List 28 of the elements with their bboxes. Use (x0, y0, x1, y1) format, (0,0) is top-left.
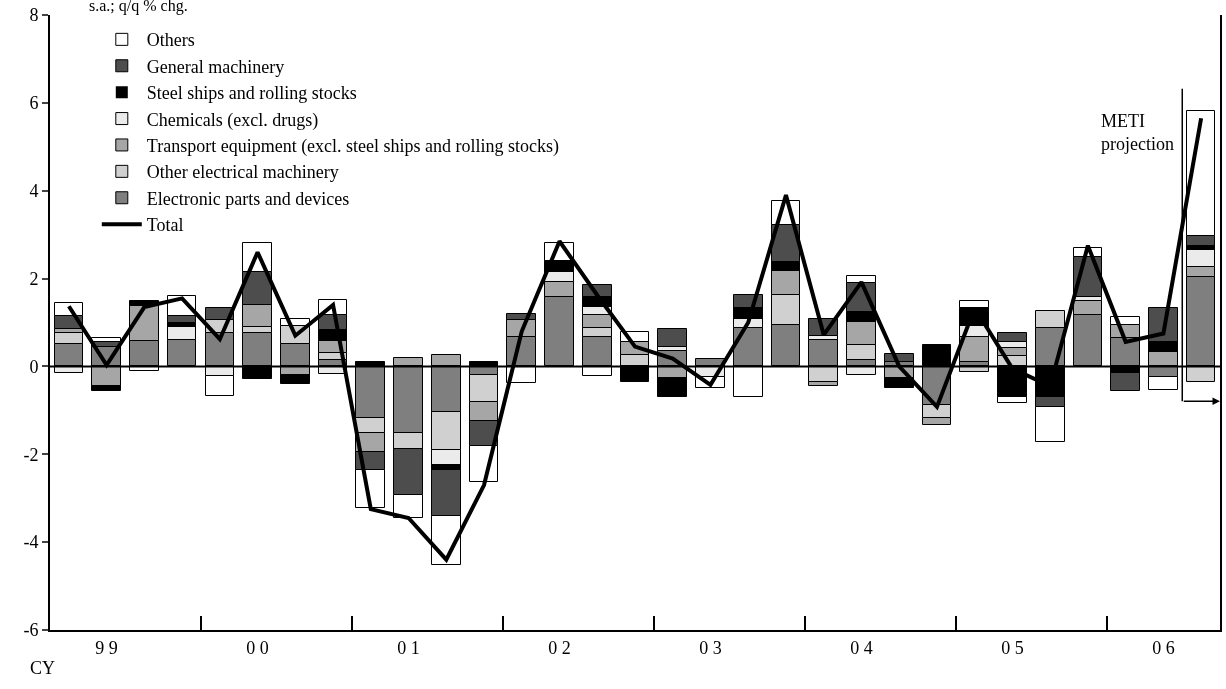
y-tick-label: -6 (23, 620, 39, 641)
legend-label: Electronic parts and devices (146, 188, 350, 209)
y-tick-label: -4 (23, 532, 39, 553)
legend-label: Other electrical machinery (146, 162, 339, 183)
legend-label: Chemicals (excl. drugs) (146, 109, 319, 131)
bar (657, 328, 687, 347)
x-axis-title: CY (30, 658, 56, 678)
annotation: METI projection (1101, 111, 1174, 155)
x-tick-label: 0 1 (397, 637, 420, 658)
x-tick-label: 0 0 (246, 637, 269, 658)
y-tick-label: 4 (29, 181, 39, 202)
x-tick-label: 0 4 (850, 637, 873, 658)
x-tick-label: 0 5 (1001, 637, 1024, 658)
legend-label: Total (146, 215, 184, 236)
y-tick-label: 8 (29, 5, 39, 26)
x-tick-label: 0 3 (699, 637, 722, 658)
x-tick-label: 9 9 (95, 637, 118, 658)
y-tick-label: 0 (29, 356, 39, 377)
y-axis-title: s.a.; q/q % chg. (89, 0, 188, 15)
x-tick-label: 0 6 (1152, 637, 1175, 658)
x-tick-label: 0 2 (548, 637, 571, 658)
legend-label: Transport equipment (excl. steel ships and rolling stocks) (146, 135, 560, 157)
legend-label: General machinery (146, 56, 285, 77)
y-tick-label: 6 (29, 93, 39, 114)
y-tick-label: 2 (29, 268, 39, 289)
legend-label: Steel ships and rolling stocks (146, 83, 357, 104)
y-tick-label: -2 (23, 444, 39, 465)
legend-label: Others (146, 30, 195, 51)
